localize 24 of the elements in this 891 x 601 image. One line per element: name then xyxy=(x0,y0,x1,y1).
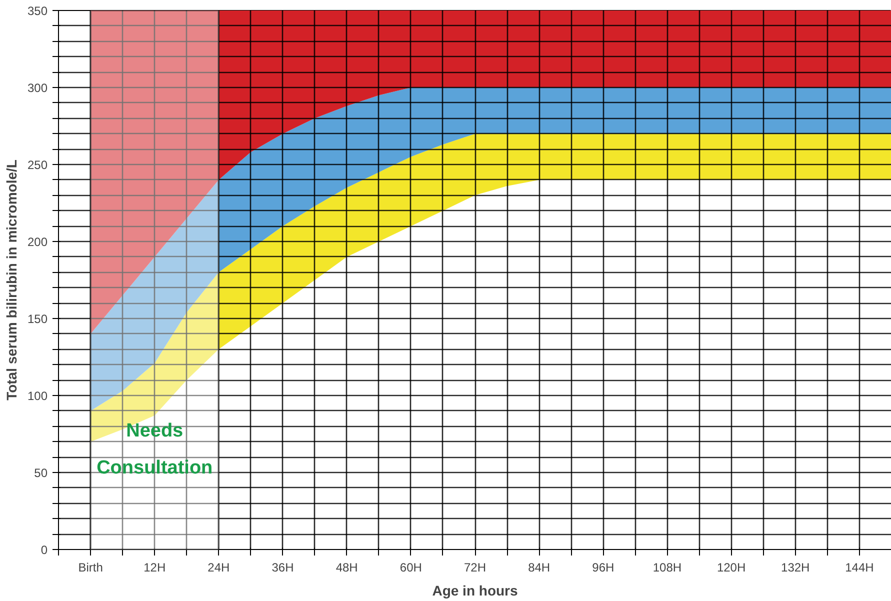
y-tick-label: 100 xyxy=(27,389,48,403)
x-axis-title: Age in hours xyxy=(432,582,518,598)
y-axis-title: Total serum bilirubin in micromole/L xyxy=(3,159,20,400)
x-tick-label: 12H xyxy=(144,560,166,574)
x-tick-label: 84H xyxy=(528,560,550,574)
x-tick-label: 60H xyxy=(400,560,422,574)
x-tick-label: 96H xyxy=(592,560,614,574)
y-tick-label: 150 xyxy=(27,312,48,326)
x-tick-label: 132H xyxy=(781,560,810,574)
x-tick-label: 36H xyxy=(272,560,294,574)
x-tick-label: 72H xyxy=(464,560,486,574)
y-tick-label: 200 xyxy=(27,235,48,249)
x-tick-label: 48H xyxy=(336,560,358,574)
y-tick-label: 0 xyxy=(40,543,48,557)
x-tick-label: 144H xyxy=(845,560,874,574)
x-tick-label: 108H xyxy=(652,560,682,574)
x-tick-label: Birth xyxy=(78,560,103,574)
band-label: Needs Consultation xyxy=(96,420,213,478)
y-tick-label: 50 xyxy=(34,466,48,480)
x-tick-label: 24H xyxy=(208,560,230,574)
y-tick-label: 250 xyxy=(27,158,48,172)
y-tick-label: 300 xyxy=(27,81,48,95)
y-tick-label: 350 xyxy=(27,4,48,18)
x-tick-label: 120H xyxy=(716,560,746,574)
